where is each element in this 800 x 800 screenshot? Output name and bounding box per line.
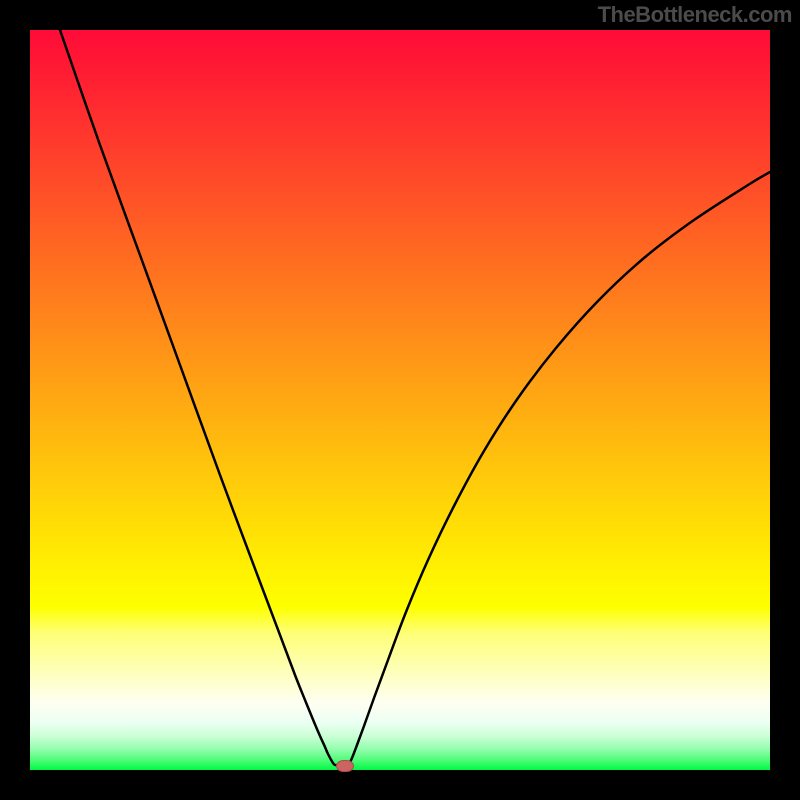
optimal-point-marker xyxy=(336,760,354,772)
bottleneck-curve xyxy=(30,30,770,770)
chart-container: TheBottleneck.com xyxy=(0,0,800,800)
plot-area xyxy=(30,30,770,770)
watermark-text: TheBottleneck.com xyxy=(598,2,792,28)
